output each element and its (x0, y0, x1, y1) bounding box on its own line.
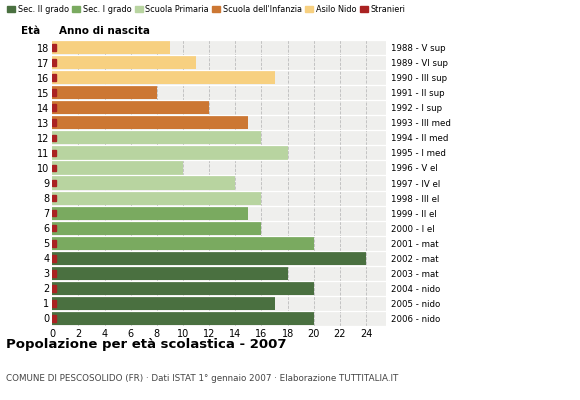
Bar (52, 41, 170, 54)
Bar (52, 176, 235, 190)
Bar (52, 240, 56, 246)
Bar (52, 131, 262, 144)
Bar (52, 195, 56, 201)
Bar (52, 74, 56, 81)
Bar (52, 255, 56, 262)
Bar (52, 206, 248, 220)
Text: Anno di nascita: Anno di nascita (59, 26, 150, 36)
Bar (52, 44, 56, 51)
Bar (52, 161, 183, 174)
Bar (52, 210, 56, 216)
Text: Popolazione per età scolastica - 2007: Popolazione per età scolastica - 2007 (6, 338, 287, 351)
Bar (52, 180, 56, 186)
Bar (52, 267, 288, 280)
Bar (52, 222, 262, 235)
Bar (52, 297, 274, 310)
Text: COMUNE DI PESCOSOLIDO (FR) · Dati ISTAT 1° gennaio 2007 · Elaborazione TUTTITALI: COMUNE DI PESCOSOLIDO (FR) · Dati ISTAT … (6, 374, 398, 383)
Bar (52, 146, 288, 160)
Bar (52, 59, 56, 66)
Bar (52, 71, 274, 84)
Bar (52, 150, 56, 156)
Bar (52, 120, 56, 126)
Bar (52, 56, 196, 69)
Bar (52, 116, 248, 130)
Bar (52, 270, 56, 277)
Bar (52, 285, 56, 292)
Bar (52, 101, 209, 114)
Bar (52, 225, 56, 232)
Bar (52, 300, 56, 307)
Bar (52, 252, 366, 265)
Bar (52, 165, 56, 171)
Bar (52, 134, 56, 141)
Bar (52, 192, 262, 205)
Legend: Sec. II grado, Sec. I grado, Scuola Primaria, Scuola dell'Infanzia, Asilo Nido, : Sec. II grado, Sec. I grado, Scuola Prim… (7, 5, 405, 14)
Bar (52, 89, 56, 96)
Text: Età: Età (20, 26, 40, 36)
Bar (52, 86, 157, 99)
Bar (52, 104, 56, 111)
Bar (52, 315, 56, 322)
Bar (52, 282, 314, 295)
Bar (52, 312, 314, 325)
Bar (52, 236, 314, 250)
